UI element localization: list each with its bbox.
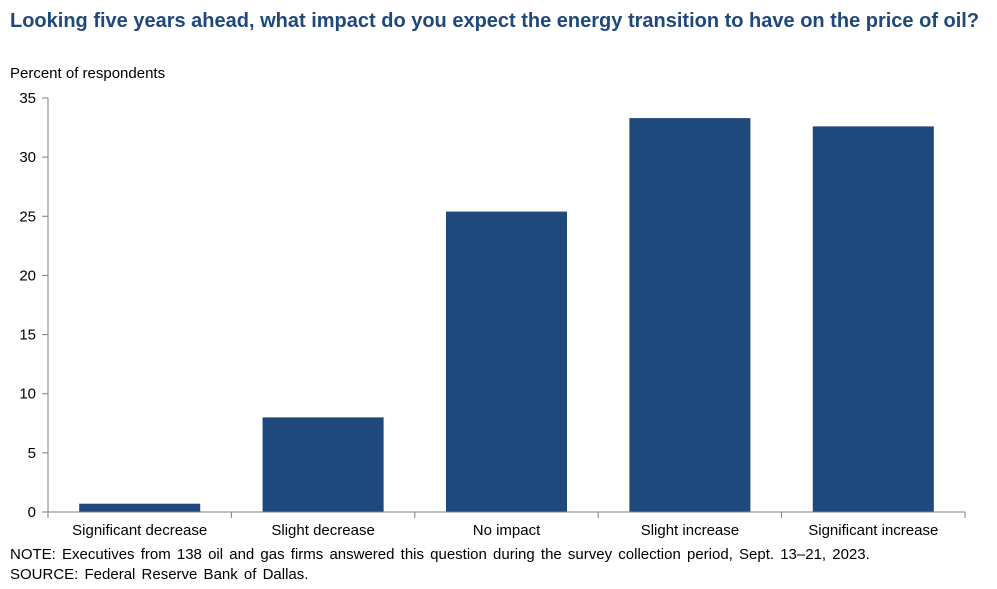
bar bbox=[79, 503, 201, 512]
y-tick-label: 5 bbox=[28, 445, 36, 462]
y-tick-label: 35 bbox=[19, 90, 36, 107]
bars bbox=[79, 118, 934, 512]
y-tick-label: 25 bbox=[19, 208, 36, 225]
x-tick-label: Significant decrease bbox=[72, 522, 207, 539]
bar bbox=[262, 417, 384, 512]
note-text: NOTE: Executives from 138 oil and gas fi… bbox=[10, 546, 870, 563]
x-tick-label: Slight increase bbox=[641, 522, 739, 539]
y-axis-label: Percent of respondents bbox=[10, 65, 166, 82]
bar bbox=[629, 118, 751, 512]
x-tick-label: Significant increase bbox=[808, 522, 938, 539]
source-text: SOURCE: Federal Reserve Bank of Dallas. bbox=[10, 566, 309, 583]
y-tick-label: 30 bbox=[19, 149, 36, 166]
bar bbox=[812, 126, 934, 512]
y-tick-label: 10 bbox=[19, 386, 36, 403]
chart-title: Looking five years ahead, what impact do… bbox=[10, 10, 980, 32]
y-tick-label: 15 bbox=[19, 327, 36, 344]
x-axis bbox=[47, 511, 966, 518]
x-tick-label: No impact bbox=[473, 522, 541, 539]
y-tick-label: 0 bbox=[28, 504, 36, 521]
bar bbox=[445, 211, 568, 512]
chart-note: NOTE: Executives from 138 oil and gas fi… bbox=[10, 545, 870, 585]
y-tick-label: 20 bbox=[19, 267, 36, 284]
x-axis-labels: Significant decrease Slight decrease No im… bbox=[72, 522, 938, 539]
x-tick-label: Slight decrease bbox=[271, 522, 374, 539]
y-axis-ticks: 0 5 10 15 20 25 30 35 bbox=[19, 90, 49, 521]
